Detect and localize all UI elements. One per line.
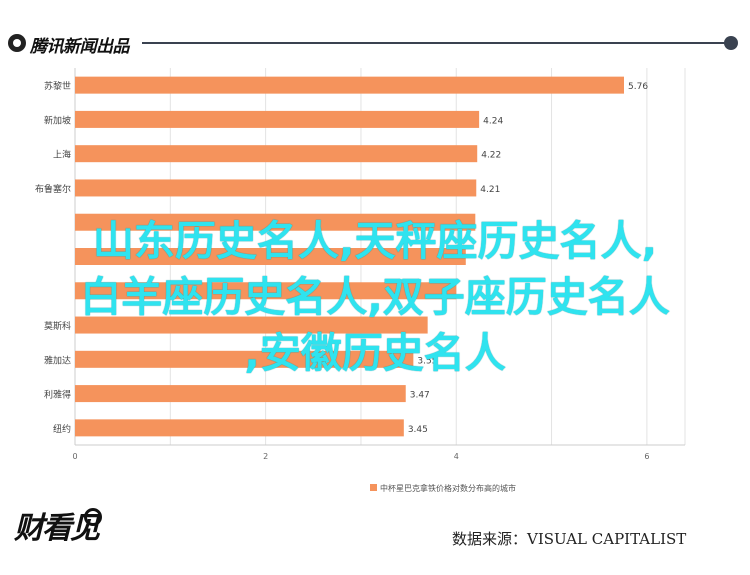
- tencent-logo-icon: [8, 34, 26, 52]
- value-label: 4.22: [481, 151, 501, 161]
- bar: [75, 316, 428, 334]
- category-label: 新加坡: [44, 114, 71, 126]
- x-tick-label: 6: [644, 452, 649, 461]
- value-label: 5.76: [628, 82, 648, 92]
- header-logo-text: 腾讯新闻出品: [30, 37, 130, 57]
- category-label: 纽约: [53, 423, 71, 435]
- bar: [75, 248, 466, 265]
- x-tick-label: 2: [263, 452, 268, 461]
- bar: [75, 213, 476, 231]
- bar: [75, 145, 478, 163]
- bar: [75, 282, 457, 300]
- overlay-title: 山东历史名人,天秤座历史名人, 白羊座历史名人,双子座历史名人 ,安徽历史名人: [0, 213, 750, 381]
- bar: [75, 110, 480, 128]
- bar: [75, 350, 414, 368]
- bar: [75, 76, 624, 94]
- category-label: 上海: [53, 149, 71, 161]
- bar: [75, 419, 404, 437]
- category-label: 莫斯科: [44, 320, 71, 332]
- value-label: 4.24: [483, 116, 503, 126]
- overlay-line-1: 山东历史名人,天秤座历史名人,: [92, 217, 658, 265]
- header-divider-dot: [724, 36, 738, 50]
- source-note: 数据来源：VISUAL CAPITALIST: [452, 530, 687, 548]
- bar: [75, 179, 477, 197]
- value-label: 3.45: [408, 425, 428, 435]
- x-tick-label: 0: [72, 452, 77, 461]
- footer-logo-text: 财看见: [14, 511, 100, 546]
- overlay-line-3: ,安徽历史名人: [244, 329, 506, 377]
- category-label: 雅加达: [44, 354, 71, 366]
- x-axis-label: 中杯星巴克拿铁价格对数分布高的城市: [380, 483, 516, 493]
- overlay-line-2: 白羊座历史名人,双子座历史名人: [80, 273, 670, 321]
- category-label: 利雅得: [44, 389, 71, 401]
- header: 腾讯新闻出品: [0, 0, 750, 70]
- category-label: 苏黎世: [44, 80, 71, 92]
- value-label: 4.21: [480, 185, 500, 195]
- bar: [75, 385, 406, 403]
- header-divider: [142, 42, 726, 44]
- value-label: 3.47: [410, 391, 430, 401]
- x-tick-label: 4: [454, 452, 459, 461]
- value-label: 3.55: [417, 356, 437, 366]
- footer-logo-icon: [84, 508, 102, 526]
- legend-swatch: [370, 484, 377, 491]
- category-label: 布鲁塞尔: [35, 183, 71, 195]
